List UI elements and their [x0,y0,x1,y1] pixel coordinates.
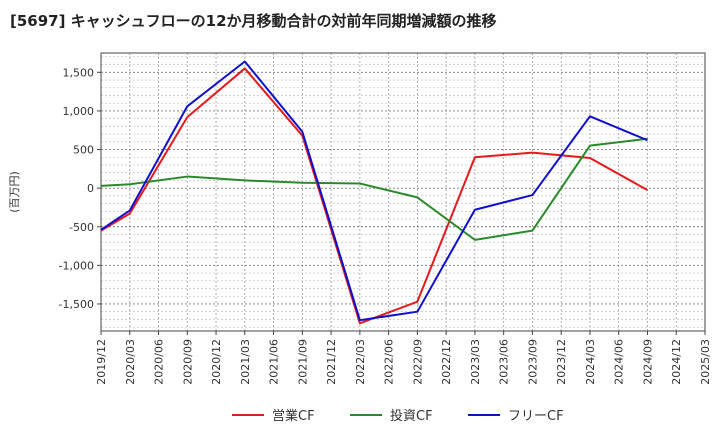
legend-label: フリーCF [508,409,564,424]
chart-title: [5697] キャッシュフローの12か月移動合計の対前年同期増減額の推移 [10,12,497,30]
y-tick-label: 0 [87,182,94,195]
x-tick-label: 2020/03 [124,339,137,385]
x-tick-label: 2021/03 [239,339,252,385]
x-tick-label: 2022/09 [411,339,424,385]
legend-label: 営業CF [272,408,315,424]
x-tick-label: 2024/03 [584,339,597,385]
grid [101,53,705,331]
x-tick-label: 2024/09 [641,339,654,385]
y-tick-label: 500 [73,144,94,157]
x-tick-label: 2023/03 [469,339,482,385]
series-line-フリーCF [100,60,648,322]
y-tick-label: -1,000 [59,259,94,272]
x-tick-label: 2024/06 [613,339,626,385]
series-line-営業CF [100,67,648,325]
x-tick-label: 2024/12 [670,339,683,385]
y-axis: 1,500 1,000 500 0 -500 -1,000 -1,500 [59,66,101,311]
x-tick-label: 2022/06 [383,339,396,385]
plot-frame [100,52,706,332]
x-tick-label: 2025/03 [699,339,712,385]
x-tick-label: 2021/09 [296,339,309,385]
series-line-投資CF [100,137,648,241]
legend: 営業CF 投資CF フリーCF [232,408,564,424]
y-axis-title: (百万円) [8,171,21,213]
x-tick-label: 2019/12 [95,339,108,385]
x-tick-label: 2023/09 [526,339,539,385]
y-tick-label: -1,500 [59,298,94,311]
x-tick-label: 2022/12 [440,339,453,385]
series [100,60,648,325]
x-tick-label: 2020/06 [153,339,166,385]
y-tick-label: 1,500 [63,66,95,79]
x-tick-label: 2022/03 [354,339,367,385]
x-axis: 2019/12 2020/03 2020/06 2020/09 2020/12 2021/… [95,331,712,385]
x-tick-label: 2020/12 [210,339,223,385]
x-tick-label: 2021/12 [325,339,338,385]
x-tick-label: 2023/06 [498,339,511,385]
y-tick-label: -500 [69,221,94,234]
x-tick-label: 2021/06 [268,339,281,385]
x-tick-label: 2020/09 [181,339,194,385]
y-tick-label: 1,000 [63,105,95,118]
x-tick-label: 2023/12 [555,339,568,385]
legend-label: 投資CF [390,408,433,424]
